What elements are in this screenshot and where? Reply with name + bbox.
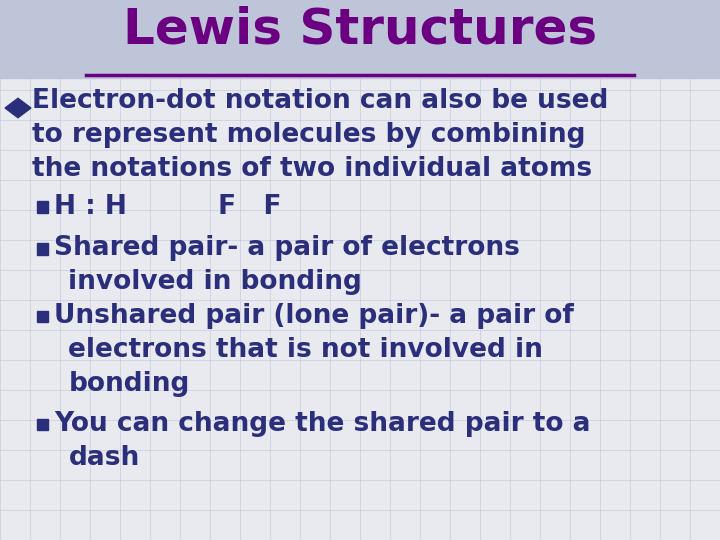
Text: electrons that is not involved in: electrons that is not involved in bbox=[68, 337, 544, 363]
Text: bonding: bonding bbox=[68, 371, 190, 397]
Text: to represent molecules by combining: to represent molecules by combining bbox=[32, 122, 586, 148]
Bar bbox=[37, 310, 48, 322]
Text: Lewis Structures: Lewis Structures bbox=[123, 6, 597, 53]
Bar bbox=[37, 243, 48, 255]
Text: Unshared pair (lone pair)- a pair of: Unshared pair (lone pair)- a pair of bbox=[54, 303, 574, 329]
Text: Electron-dot notation can also be used: Electron-dot notation can also be used bbox=[32, 88, 609, 114]
Bar bbox=[37, 418, 48, 430]
Text: involved in bonding: involved in bonding bbox=[68, 269, 362, 295]
Text: Shared pair- a pair of electrons: Shared pair- a pair of electrons bbox=[54, 235, 520, 261]
Text: the notations of two individual atoms: the notations of two individual atoms bbox=[32, 156, 593, 182]
Text: You can change the shared pair to a: You can change the shared pair to a bbox=[54, 411, 590, 437]
Bar bbox=[37, 201, 48, 213]
Text: dash: dash bbox=[68, 445, 140, 471]
Text: H : H          F   F: H : H F F bbox=[54, 194, 282, 220]
Bar bbox=[0, 0, 720, 78]
